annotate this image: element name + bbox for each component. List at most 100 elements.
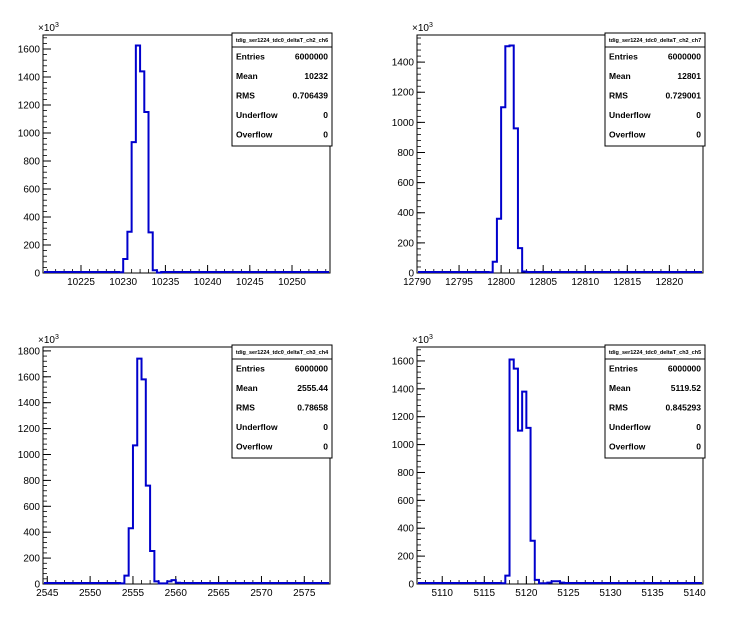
y-tick-label: 1200 bbox=[18, 424, 41, 435]
histogram-outline bbox=[44, 44, 329, 274]
stats-label: Underflow bbox=[236, 422, 278, 432]
histogram-panel-4: ×103 0 200 400 600 800 1000 1200 1400 1600 5110 511… bbox=[392, 334, 706, 599]
x-tick-label: 12815 bbox=[613, 277, 641, 288]
stats-value: 0 bbox=[323, 129, 328, 139]
y-tick-label: 200 bbox=[23, 554, 40, 565]
stats-label: Mean bbox=[609, 71, 631, 81]
histogram-outline bbox=[418, 358, 702, 585]
stats-value: 12801 bbox=[677, 71, 701, 81]
x-tick-label: 2565 bbox=[208, 588, 231, 599]
x-tick-label: 5125 bbox=[557, 588, 580, 599]
stats-value: 5119.52 bbox=[671, 383, 702, 393]
stats-label: Mean bbox=[236, 71, 258, 81]
stats-value: 0 bbox=[696, 422, 701, 432]
stats-box: tdig_ser1224_tdc0_deltaT_ch3_ch4 Entries 6… bbox=[231, 344, 333, 459]
x-tick-label: 2570 bbox=[250, 588, 273, 599]
x-tick-label: 12805 bbox=[529, 277, 557, 288]
x-tick-label: 10235 bbox=[151, 277, 179, 288]
y-exponent-label: ×103 bbox=[412, 22, 433, 34]
y-tick-label: 200 bbox=[397, 238, 414, 249]
histogram-bin bbox=[518, 431, 522, 584]
y-tick-label: 1400 bbox=[392, 58, 415, 69]
y-tick-label: 1200 bbox=[392, 88, 415, 99]
stats-label: Underflow bbox=[236, 110, 278, 120]
y-tick-label: 600 bbox=[397, 178, 414, 189]
stats-value: 0.729001 bbox=[666, 91, 702, 101]
y-tick-label: 1600 bbox=[18, 45, 41, 56]
x-tick-label: 5130 bbox=[599, 588, 622, 599]
x-tick-label: 12795 bbox=[445, 277, 473, 288]
x-tick-label: 12810 bbox=[571, 277, 599, 288]
y-tick-label: 400 bbox=[23, 213, 40, 224]
x-tick-label: 10250 bbox=[278, 277, 306, 288]
x-tick-label: 12820 bbox=[655, 277, 683, 288]
stats-box-title: tdig_ser1224_tdc0_deltaT_ch3_ch4 bbox=[236, 350, 329, 356]
y-tick-label: 600 bbox=[23, 502, 40, 513]
stats-label: RMS bbox=[236, 403, 255, 413]
stats-value: 0.845293 bbox=[666, 403, 702, 413]
x-tick-label: 10240 bbox=[194, 277, 222, 288]
y-tick-label: 0 bbox=[34, 580, 40, 591]
stats-value: 0 bbox=[323, 422, 328, 432]
stats-value: 0.706439 bbox=[293, 91, 329, 101]
stats-box-title: tdig_ser1224_tdc0_deltaT_ch3_ch5 bbox=[609, 350, 701, 356]
stats-value: 6000000 bbox=[295, 364, 328, 374]
stats-value: 0 bbox=[696, 129, 701, 139]
x-tick-label: 2560 bbox=[165, 588, 188, 599]
y-tick-label: 200 bbox=[23, 241, 40, 252]
y-tick-label: 1200 bbox=[392, 412, 415, 423]
x-tick-label: 2545 bbox=[36, 588, 59, 599]
stats-box-frame bbox=[604, 344, 706, 459]
x-tick-label: 10245 bbox=[236, 277, 264, 288]
stats-label: Mean bbox=[236, 383, 258, 393]
stats-label: Entries bbox=[236, 364, 265, 374]
stats-box: tdig_ser1224_tdc0_deltaT_ch2_ch7 Entries 6… bbox=[604, 32, 706, 147]
y-tick-label: 600 bbox=[23, 185, 40, 196]
y-tick-label: 800 bbox=[23, 476, 40, 487]
stats-value: 2555.44 bbox=[297, 383, 328, 393]
stats-box-title: tdig_ser1224_tdc0_deltaT_ch2_ch7 bbox=[609, 38, 701, 44]
stats-label: RMS bbox=[609, 91, 628, 101]
x-tick-label: 10225 bbox=[67, 277, 95, 288]
stats-label: Overflow bbox=[609, 129, 646, 139]
y-tick-label: 1200 bbox=[18, 101, 41, 112]
y-tick-label: 1000 bbox=[392, 118, 415, 129]
stats-label: Overflow bbox=[236, 441, 273, 451]
y-tick-label: 400 bbox=[397, 208, 414, 219]
stats-value: 0 bbox=[323, 441, 328, 451]
stats-label: Underflow bbox=[609, 110, 651, 120]
y-tick-label: 600 bbox=[397, 496, 414, 507]
y-tick-label: 800 bbox=[397, 468, 414, 479]
stats-label: Mean bbox=[609, 383, 631, 393]
y-tick-label: 400 bbox=[397, 524, 414, 535]
stats-label: RMS bbox=[609, 403, 628, 413]
stats-value: 10232 bbox=[304, 71, 328, 81]
y-tick-label: 0 bbox=[408, 580, 414, 591]
y-tick-label: 800 bbox=[23, 157, 40, 168]
y-tick-label: 1400 bbox=[392, 384, 415, 395]
y-tick-label: 1800 bbox=[18, 346, 41, 357]
x-tick-label: 2575 bbox=[293, 588, 316, 599]
histogram-outline bbox=[418, 44, 702, 274]
y-tick-label: 1600 bbox=[18, 372, 41, 383]
stats-box-frame bbox=[604, 32, 706, 147]
x-tick-label: 5135 bbox=[641, 588, 664, 599]
x-tick-label: 12800 bbox=[487, 277, 515, 288]
stats-label: Overflow bbox=[609, 441, 646, 451]
stats-value: 6000000 bbox=[668, 52, 701, 62]
stats-box: tdig_ser1224_tdc0_deltaT_ch2_ch6 Entries 6… bbox=[231, 32, 333, 147]
x-tick-label: 5115 bbox=[474, 588, 496, 599]
y-exponent-label: ×103 bbox=[412, 334, 433, 346]
y-tick-label: 1000 bbox=[18, 129, 41, 140]
stats-value: 6000000 bbox=[668, 364, 701, 374]
y-tick-label: 0 bbox=[408, 269, 414, 280]
y-tick-label: 1400 bbox=[18, 73, 41, 84]
stats-value: 6000000 bbox=[295, 52, 328, 62]
x-tick-label: 5120 bbox=[515, 588, 538, 599]
stats-value: 0.78658 bbox=[297, 403, 328, 413]
histogram-panel-1: ×103 0 200 400 600 800 1000 1200 1400 1600 10225 10… bbox=[18, 22, 333, 288]
y-tick-label: 1400 bbox=[18, 398, 41, 409]
y-tick-label: 1000 bbox=[18, 450, 41, 461]
stats-value: 0 bbox=[696, 110, 701, 120]
